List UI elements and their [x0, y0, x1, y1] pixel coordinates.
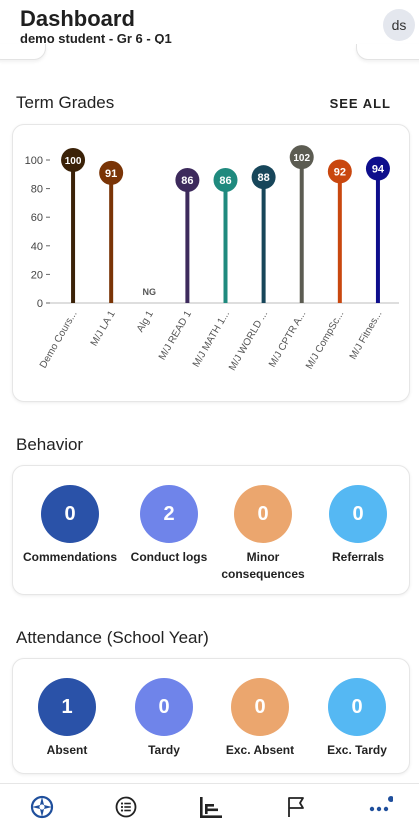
absent-count: 1	[38, 678, 96, 736]
grade-value-label: 100	[65, 156, 82, 167]
grade-value-label: 94	[372, 164, 385, 176]
grade-marker[interactable]	[99, 160, 124, 185]
referrals-count: 0	[329, 485, 387, 543]
course-label: M/J READ 1	[157, 309, 194, 363]
no-grade-label: NG	[143, 287, 157, 297]
tardy-label: Tardy	[148, 743, 180, 757]
list-icon	[115, 796, 137, 818]
notification-badge	[388, 796, 393, 802]
behavior-item-minor-consequences[interactable]: 0 Minor consequences	[215, 485, 311, 583]
y-tick-label: 40	[31, 241, 43, 253]
grade-value-label: 86	[219, 175, 231, 187]
course-label: Demo Cours...	[38, 309, 80, 370]
scroll-card-gap	[62, 44, 342, 60]
y-tick-label: 80	[31, 184, 43, 196]
y-tick-label: 60	[31, 212, 43, 224]
app-header: Dashboard demo student - Gr 6 - Q1 ds	[0, 0, 419, 50]
behavior-title: Behavior	[16, 435, 84, 454]
grade-value-label: 102	[293, 153, 310, 164]
see-all-link[interactable]: SEE ALL	[329, 96, 391, 111]
commendations-label: Commendations	[22, 550, 117, 564]
course-label: M/J CompSc...	[304, 309, 346, 371]
student-subtitle: demo student - Gr 6 - Q1	[20, 31, 172, 46]
grade-marker[interactable]	[213, 168, 238, 193]
more-icon	[369, 796, 393, 812]
grade-marker[interactable]	[289, 145, 314, 170]
course-label: Alg 1	[135, 309, 156, 335]
chart-icon	[200, 797, 222, 818]
attendance-item-exc-tardy[interactable]: 0 Exc. Tardy	[309, 678, 405, 759]
term-grades-chart: 0 20 40 60 80 100 100 Demo Cours... 91 M/J LA 1 NG…	[25, 145, 399, 373]
absent-label: Absent	[46, 743, 88, 757]
exc-tardy-label: Exc. Tardy	[327, 743, 387, 757]
grade-marker[interactable]	[327, 159, 352, 184]
nav-dashboard-button[interactable]	[29, 794, 55, 820]
behavior-item-conduct-logs[interactable]: 2 Conduct logs	[121, 485, 217, 566]
nav-more-button[interactable]	[367, 794, 393, 820]
grade-marker[interactable]	[365, 156, 390, 181]
term-grades-title: Term Grades	[16, 93, 115, 112]
tardy-count: 0	[135, 678, 193, 736]
minor-consequences-count: 0	[234, 485, 292, 543]
conduct-logs-count: 2	[140, 485, 198, 543]
attendance-card: 1 Absent 0 Tardy 0 Exc. Absent 0 Exc. Ta…	[12, 658, 410, 774]
referrals-label: Referrals	[331, 550, 385, 564]
exc-tardy-count: 0	[328, 678, 386, 736]
scroll-card-peek-right[interactable]	[356, 44, 419, 60]
minor-consequences-label: Minor consequences	[221, 550, 305, 581]
y-tick-label: 20	[31, 269, 43, 281]
scroll-card-peek-left[interactable]	[0, 44, 46, 60]
nav-flag-button[interactable]	[284, 794, 310, 820]
behavior-item-referrals[interactable]: 0 Referrals	[310, 485, 406, 566]
conduct-logs-label: Conduct logs	[130, 550, 208, 564]
term-grades-card: 0 20 40 60 80 100 100 Demo Cours... 91 M/J LA 1 NG…	[12, 124, 410, 402]
course-label: M/J LA 1	[89, 309, 118, 349]
course-label: M/J CPTR A...	[267, 309, 308, 369]
attendance-item-tardy[interactable]: 0 Tardy	[116, 678, 212, 759]
avatar[interactable]: ds	[383, 9, 415, 41]
nav-list-button[interactable]	[113, 794, 139, 820]
commendations-count: 0	[41, 485, 99, 543]
nav-grades-button[interactable]	[198, 794, 224, 820]
exc-absent-count: 0	[231, 678, 289, 736]
course-label: M/J WORLD ...	[227, 309, 270, 373]
behavior-item-commendations[interactable]: 0 Commendations	[22, 485, 118, 566]
flag-icon	[288, 797, 304, 817]
y-tick-label: 0	[37, 298, 43, 310]
y-tick-label: 100	[25, 155, 43, 167]
behavior-card: 0 Commendations 2 Conduct logs 0 Minor c…	[12, 465, 410, 595]
grade-marker[interactable]	[61, 148, 86, 172]
grade-value-label: 88	[257, 172, 269, 184]
page-title: Dashboard	[20, 6, 135, 31]
course-label: M/J Fitnes...	[348, 309, 385, 362]
bottom-nav	[0, 783, 419, 826]
attendance-item-absent[interactable]: 1 Absent	[19, 678, 115, 759]
exc-absent-label: Exc. Absent	[225, 743, 295, 757]
grade-marker[interactable]	[175, 168, 200, 193]
attendance-item-exc-absent[interactable]: 0 Exc. Absent	[212, 678, 308, 759]
dashboard-icon	[30, 795, 54, 819]
course-label: M/J MATH 1...	[191, 309, 232, 369]
attendance-title: Attendance (School Year)	[16, 628, 209, 647]
grade-marker[interactable]	[251, 165, 276, 190]
grade-value-label: 92	[334, 166, 346, 178]
grade-value-label: 91	[105, 168, 117, 180]
grade-value-label: 86	[181, 175, 193, 187]
